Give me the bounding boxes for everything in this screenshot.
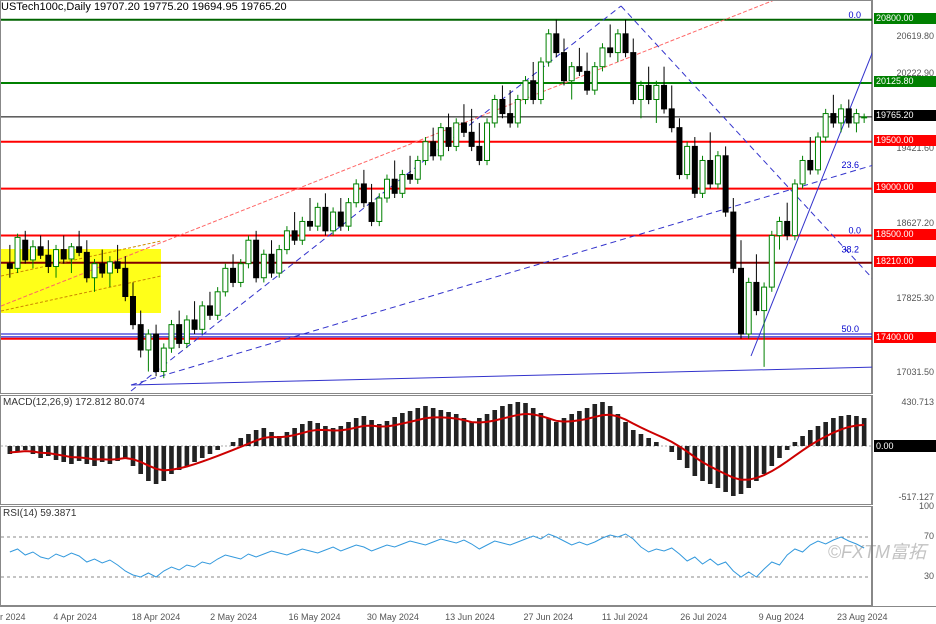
y-tick: 17825.30	[896, 293, 934, 303]
chart-symbol: USTech100c,Daily	[1, 1, 91, 13]
price-level-label: 19765.20	[874, 110, 936, 121]
x-tick: 23 Aug 2024	[837, 612, 888, 622]
price-axis: 20619.8020222.9019421.6018627.2017825.30…	[872, 0, 936, 394]
macd-title: MACD(12,26,9) 172.812 80.074	[3, 397, 145, 408]
price-level-label: 18210.00	[874, 256, 936, 267]
svg-text:50.0: 50.0	[841, 324, 859, 334]
x-tick: 13 Jun 2024	[445, 612, 495, 622]
rsi-title: RSI(14) 59.3871	[3, 508, 76, 519]
watermark: ©FXTM富拓	[828, 538, 926, 564]
svg-text:23.6: 23.6	[841, 160, 859, 170]
y-tick: 20619.80	[896, 31, 934, 41]
x-tick: 16 May 2024	[288, 612, 340, 622]
price-chart[interactable]: 0.0 0.0 23.6 38.2 50.0	[0, 0, 872, 394]
chart-ohlc: 19707.20 19775.20 19694.95 19765.20	[94, 1, 287, 13]
macd-tick: 430.713	[901, 397, 934, 407]
x-tick: 11 Jul 2024	[602, 612, 648, 622]
svg-text:38.2: 38.2	[841, 244, 859, 254]
price-level-label: 18500.00	[874, 229, 936, 240]
svg-text:0.0: 0.0	[848, 226, 861, 236]
x-tick: 18 Apr 2024	[132, 612, 181, 622]
price-level-label: 17400.00	[874, 332, 936, 343]
svg-text:0.0: 0.0	[848, 10, 861, 20]
price-level-label: 20125.80	[874, 76, 936, 87]
x-tick: 27 Jun 2024	[524, 612, 574, 622]
x-axis: 20 Mar 2024 4 Apr 2024 18 Apr 2024 2 May 20…	[0, 606, 936, 624]
price-level-label: 19000.00	[874, 182, 936, 193]
rsi-tick: 30	[924, 571, 934, 581]
x-tick: 9 Aug 2024	[759, 612, 805, 622]
y-tick: 17031.50	[896, 367, 934, 377]
y-tick: 18627.20	[896, 218, 934, 228]
macd-axis: 430.7130.00-517.127	[872, 395, 936, 505]
price-level-label: 20800.00	[874, 13, 936, 24]
x-tick: 26 Jul 2024	[680, 612, 727, 622]
x-tick: 2 May 2024	[210, 612, 257, 622]
macd-tick: 0.00	[874, 440, 936, 452]
rsi-tick: 100	[919, 501, 934, 511]
x-tick: 20 Mar 2024	[0, 612, 26, 622]
macd-panel[interactable]: MACD(12,26,9) 172.812 80.074	[0, 395, 872, 505]
x-tick: 30 May 2024	[367, 612, 419, 622]
price-level-label: 19500.00	[874, 135, 936, 146]
x-tick: 4 Apr 2024	[53, 612, 97, 622]
rsi-panel[interactable]: RSI(14) 59.3871	[0, 506, 872, 606]
